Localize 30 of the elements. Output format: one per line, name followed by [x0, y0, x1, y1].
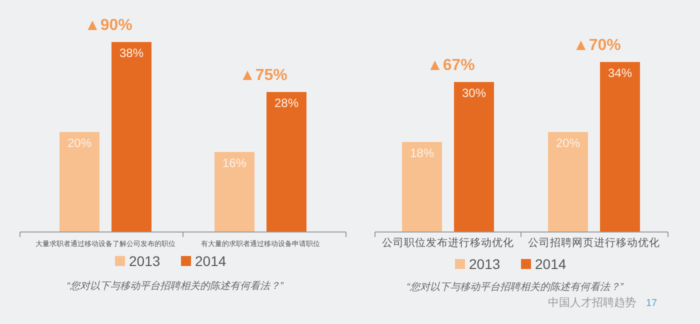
data-label: 20% — [67, 136, 92, 150]
data-label: 20% — [556, 136, 580, 150]
bar — [266, 92, 306, 232]
legend-label: 2013 — [129, 253, 160, 269]
data-label: 30% — [462, 86, 486, 100]
text: “您对以下与移动平台招聘相关的陈述有何看法？” — [406, 281, 624, 293]
bar — [454, 82, 494, 232]
annotation: ▲67% — [427, 57, 475, 74]
data-label: 34% — [608, 66, 632, 80]
x-tick-label: 公司招聘网页进行移动优化 — [528, 236, 660, 249]
bar — [600, 62, 640, 232]
data-label: 28% — [274, 96, 299, 110]
bar — [548, 132, 588, 232]
legend-label: 2014 — [535, 256, 566, 272]
data-label: 38% — [119, 46, 144, 60]
text: 17 — [646, 298, 658, 309]
text: “您对以下与移动平台招聘相关的陈述有何看法？” — [66, 280, 284, 292]
legend-label: 2013 — [469, 256, 500, 272]
bar — [112, 42, 152, 232]
bar — [214, 152, 254, 232]
data-label: 16% — [222, 156, 247, 170]
bar — [402, 142, 442, 232]
legend-label: 2014 — [195, 253, 226, 269]
bar — [60, 132, 100, 232]
text: ▲70% — [573, 37, 621, 54]
text: 中国人才招聘趋势 — [548, 296, 636, 309]
annotation: ▲75% — [240, 67, 288, 84]
x-tick-label: 公司职位发布进行移动优化 — [382, 236, 514, 249]
data-label: 18% — [410, 146, 434, 160]
text: ▲90% — [84, 17, 132, 34]
